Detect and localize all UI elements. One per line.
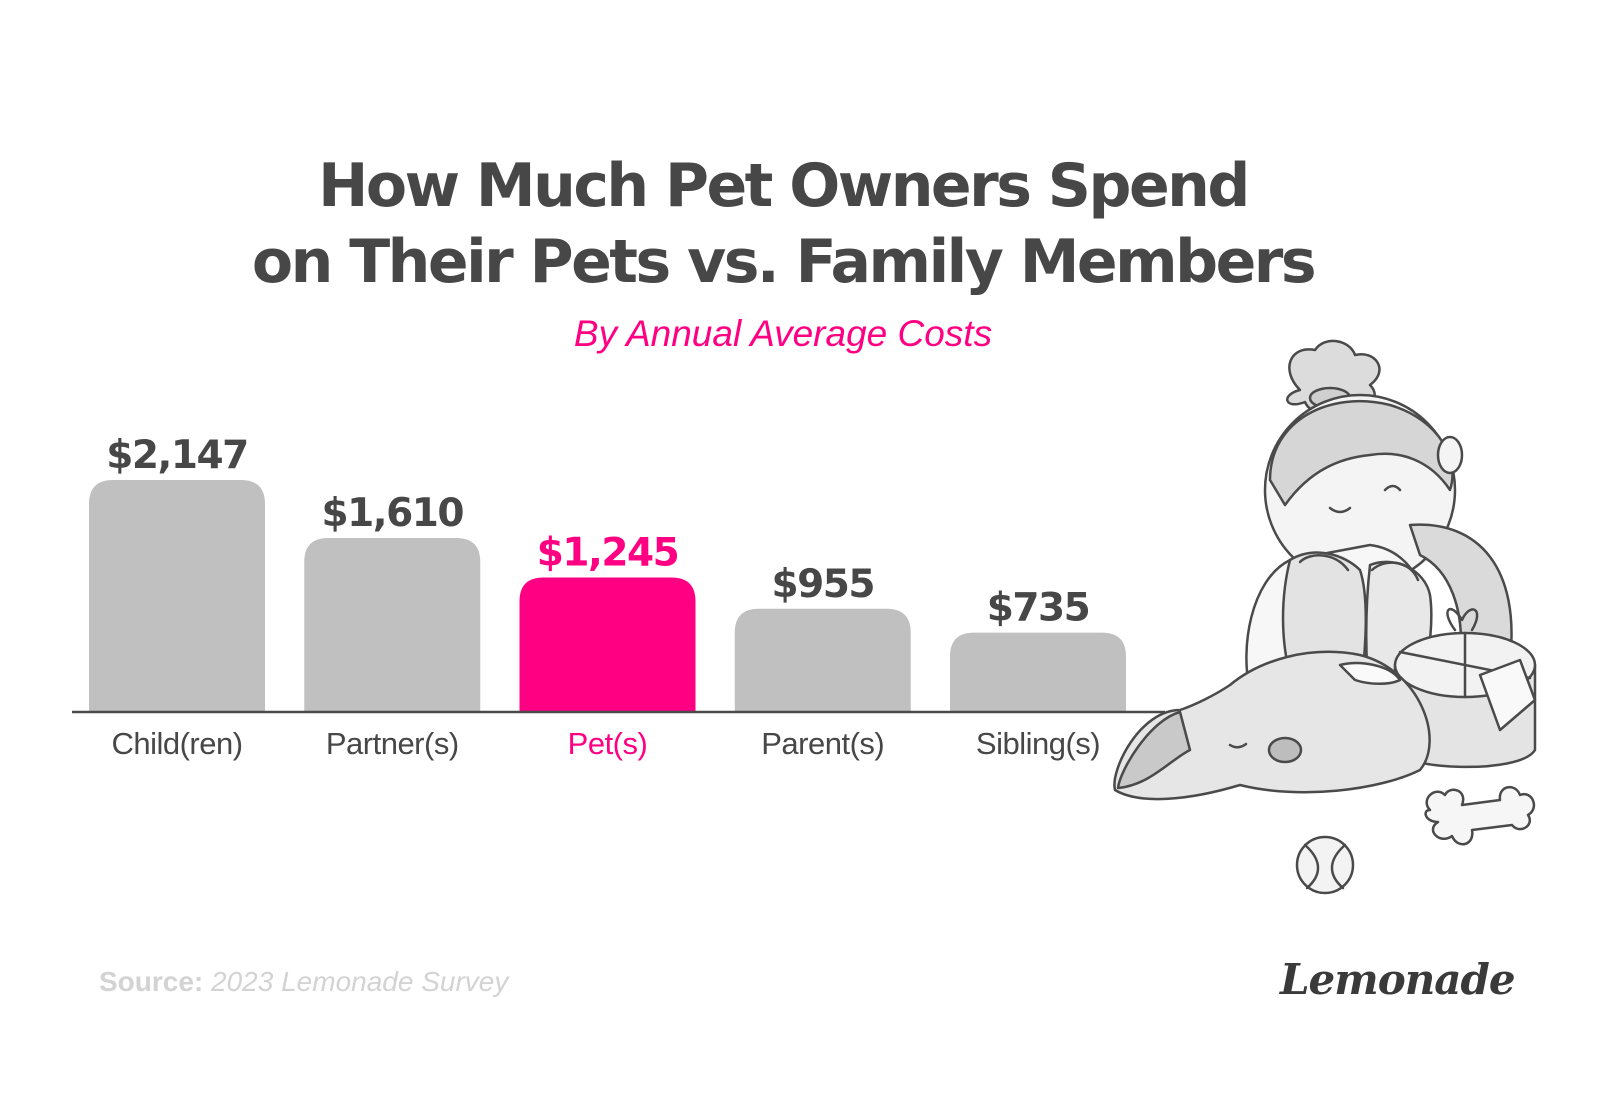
girl-and-dog-illustration [1113,339,1537,895]
title-line-2: on Their Pets vs. Family Members [251,227,1317,297]
bar-children [89,480,265,712]
source-label: Source: [99,966,204,997]
value-label: $2,147 [106,433,248,478]
lemonade-logo: Lemonade [1280,955,1516,1004]
value-label: $955 [771,562,874,607]
bar-chart: $2,147 Child(ren) $1,610 Partner(s) $1,245 Pe… [72,433,1165,761]
value-label: $1,610 [322,491,464,536]
bar-pets [519,577,696,712]
category-label: Pet(s) [568,726,648,761]
bar-partners [304,538,481,712]
category-label: Sibling(s) [976,726,1100,761]
bar-parents [734,608,911,712]
chart-title: How Much Pet Owners Spend on Their Pets … [0,148,1566,300]
category-label: Parent(s) [761,726,884,761]
bar-siblings [950,632,1126,712]
source-note: Source: 2023 Lemonade Survey [99,966,508,998]
chart-subtitle: By Annual Average Costs [573,313,993,354]
category-label: Partner(s) [326,726,459,761]
value-label: $1,245 [537,530,679,575]
source-text: 2023 Lemonade Survey [211,966,509,997]
category-label: Child(ren) [111,726,242,761]
title-line-1: How Much Pet Owners Spend [318,151,1250,221]
value-label: $735 [987,586,1090,631]
